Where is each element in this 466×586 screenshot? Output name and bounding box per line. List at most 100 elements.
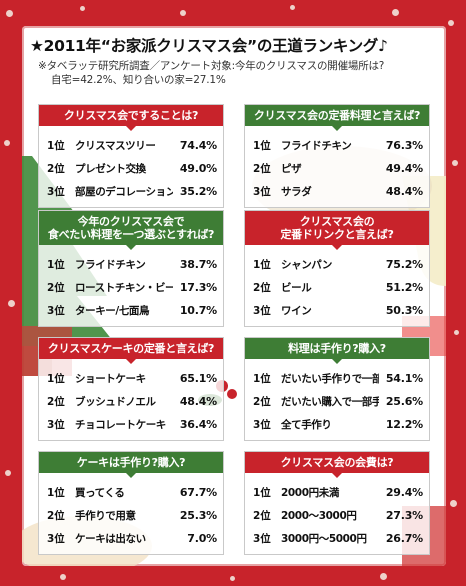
percentage-value: 36.4% (179, 418, 217, 431)
item-label: 買ってくる (75, 487, 125, 499)
ranking-rows: 1位だいたい手作りで一部購入 54.1% 2位だいたい購入で一部手作り 25.6% 3位… (245, 359, 429, 440)
item-label: だいたい購入で一部手作り (281, 396, 379, 408)
ranking-row: 2位だいたい購入で一部手作り 25.6% (253, 390, 423, 413)
ranking-panel: クリスマス会の会費は? 1位 2000円未満 29.4% 2位 2000〜3000円 27.… (244, 451, 430, 555)
ranking-row: 3位 3000円〜5000円 26.7% (253, 527, 423, 550)
ranking-row: 1位 2000円未満 29.4% (253, 481, 423, 504)
percentage-value: 12.2% (385, 418, 423, 431)
holly-berry-icon (227, 389, 237, 399)
percentage-value: 48.4% (385, 185, 423, 198)
ranking-row: 3位 ターキー/七面鳥 10.7% (47, 299, 217, 322)
snow-dot (5, 470, 11, 476)
snow-dot (230, 576, 235, 581)
ranking-row: 2位 手作りで用意 25.3% (47, 504, 217, 527)
percentage-value: 75.2% (385, 258, 423, 271)
rank-label: 2位 (47, 282, 65, 294)
item-label: プレゼント交換 (75, 163, 146, 175)
snow-dot (8, 300, 15, 307)
rank-label: 1位 (253, 259, 271, 271)
page-title: ★2011年“お家派クリスマス会”の王道ランキング♪ (30, 37, 388, 55)
item-label: 3000円〜5000円 (281, 533, 367, 545)
ranking-panel: 料理は手作り?購入? 1位だいたい手作りで一部購入 54.1% 2位だいたい購入で一部… (244, 337, 430, 441)
ranking-row: 1位 シャンパン 75.2% (253, 253, 423, 276)
ranking-row: 3位 ケーキは出ない 7.0% (47, 527, 217, 550)
percentage-value: 35.2% (179, 185, 217, 198)
item-label: 2000〜3000円 (281, 510, 357, 522)
percentage-value: 25.3% (179, 509, 217, 522)
rank-label: 1位 (47, 487, 65, 499)
percentage-value: 50.3% (385, 304, 423, 317)
panel-title: 今年のクリスマス会で 食べたい料理を一つ選ぶとすれば? (39, 211, 223, 250)
ranking-row: 1位 フライドチキン 38.7% (47, 253, 217, 276)
ranking-row: 2位 プレゼント交換 49.0% (47, 157, 217, 180)
rank-label: 3位 (253, 305, 271, 317)
rank-label: 2位 (47, 510, 65, 522)
percentage-value: 7.0% (187, 532, 217, 545)
item-label: ケーキは出ない (75, 533, 146, 545)
item-label: チョコレートケーキ (75, 419, 166, 431)
snow-dot (6, 10, 13, 17)
percentage-value: 49.4% (385, 162, 423, 175)
ranking-row: 3位 全て手作り 12.2% (253, 413, 423, 436)
percentage-value: 38.7% (179, 258, 217, 271)
ranking-row: 3位 部屋のデコレーション 35.2% (47, 180, 217, 203)
percentage-value: 49.0% (179, 162, 217, 175)
rank-label: 1位 (47, 259, 65, 271)
item-label: シャンパン (281, 259, 333, 271)
percentage-value: 25.6% (385, 395, 423, 408)
ranking-row: 2位 ピザ 49.4% (253, 157, 423, 180)
snow-dot (392, 9, 399, 16)
item-label: 部屋のデコレーション (75, 186, 173, 198)
ranking-row: 2位 2000〜3000円 27.3% (253, 504, 423, 527)
ranking-row: 2位 ブッシュドノエル 48.4% (47, 390, 217, 413)
ranking-rows: 1位 ショートケーキ 65.1% 2位 ブッシュドノエル 48.4% 3位 チョコレートケーキ… (39, 359, 223, 440)
item-label: ローストチキン・ビーフ (75, 282, 173, 294)
ranking-row: 3位 チョコレートケーキ 36.4% (47, 413, 217, 436)
percentage-value: 54.1% (385, 372, 423, 385)
item-label: ワイン (281, 305, 312, 317)
snow-dot (380, 573, 387, 580)
rank-label: 3位 (253, 186, 271, 198)
ranking-row: 2位 ビール 51.2% (253, 276, 423, 299)
rank-label: 3位 (47, 419, 65, 431)
rank-label: 1位 (253, 487, 271, 499)
snow-dot (290, 5, 295, 10)
item-label: ピザ (281, 163, 302, 175)
panel-title: クリスマス会の 定番ドリンクと言えば? (245, 211, 429, 250)
rank-label: 2位 (253, 510, 271, 522)
snow-dot (4, 140, 10, 146)
snow-dot (80, 6, 85, 11)
percentage-value: 10.7% (179, 304, 217, 317)
ranking-panel: クリスマス会ですることは? 1位 クリスマスツリー 74.4% 2位 プレゼント交換 49.… (38, 104, 224, 208)
ranking-row: 1位 買ってくる 67.7% (47, 481, 217, 504)
ranking-rows: 1位 フライドチキン 76.3% 2位 ピザ 49.4% 3位 サラダ 48.4% (245, 126, 429, 207)
ranking-row: 3位 サラダ 48.4% (253, 180, 423, 203)
percentage-value: 48.4% (179, 395, 217, 408)
rank-label: 3位 (253, 419, 271, 431)
percentage-value: 74.4% (179, 139, 217, 152)
ranking-row: 1位 ショートケーキ 65.1% (47, 367, 217, 390)
percentage-value: 65.1% (179, 372, 217, 385)
panel-title: 料理は手作り?購入? (245, 338, 429, 364)
panel-title: ケーキは手作り?購入? (39, 452, 223, 478)
snow-dot (454, 330, 459, 335)
rank-label: 2位 (47, 396, 65, 408)
item-label: ブッシュドノエル (75, 396, 156, 408)
ranking-row: 1位 クリスマスツリー 74.4% (47, 134, 217, 157)
ranking-row: 3位 ワイン 50.3% (253, 299, 423, 322)
item-label: ショートケーキ (75, 373, 146, 385)
rank-label: 2位 (47, 163, 65, 175)
panel-title: クリスマス会ですることは? (39, 105, 223, 131)
snow-dot (448, 20, 454, 26)
snow-dot (60, 574, 66, 580)
item-label: フライドチキン (281, 140, 352, 152)
item-label: 手作りで用意 (75, 510, 136, 522)
ranking-rows: 1位 クリスマスツリー 74.4% 2位 プレゼント交換 49.0% 3位 部屋のデコレーショ… (39, 126, 223, 207)
item-label: 2000円未満 (281, 487, 339, 499)
survey-note: ※タベラッテ研究所調査／アンケート対象:今年のクリスマスの開催場所は? (38, 60, 385, 72)
percentage-value: 29.4% (385, 486, 423, 499)
ranking-rows: 1位 2000円未満 29.4% 2位 2000〜3000円 27.3% 3位 3000円〜5… (245, 473, 429, 554)
snow-dot (452, 160, 458, 166)
panel-title: クリスマス会の会費は? (245, 452, 429, 478)
